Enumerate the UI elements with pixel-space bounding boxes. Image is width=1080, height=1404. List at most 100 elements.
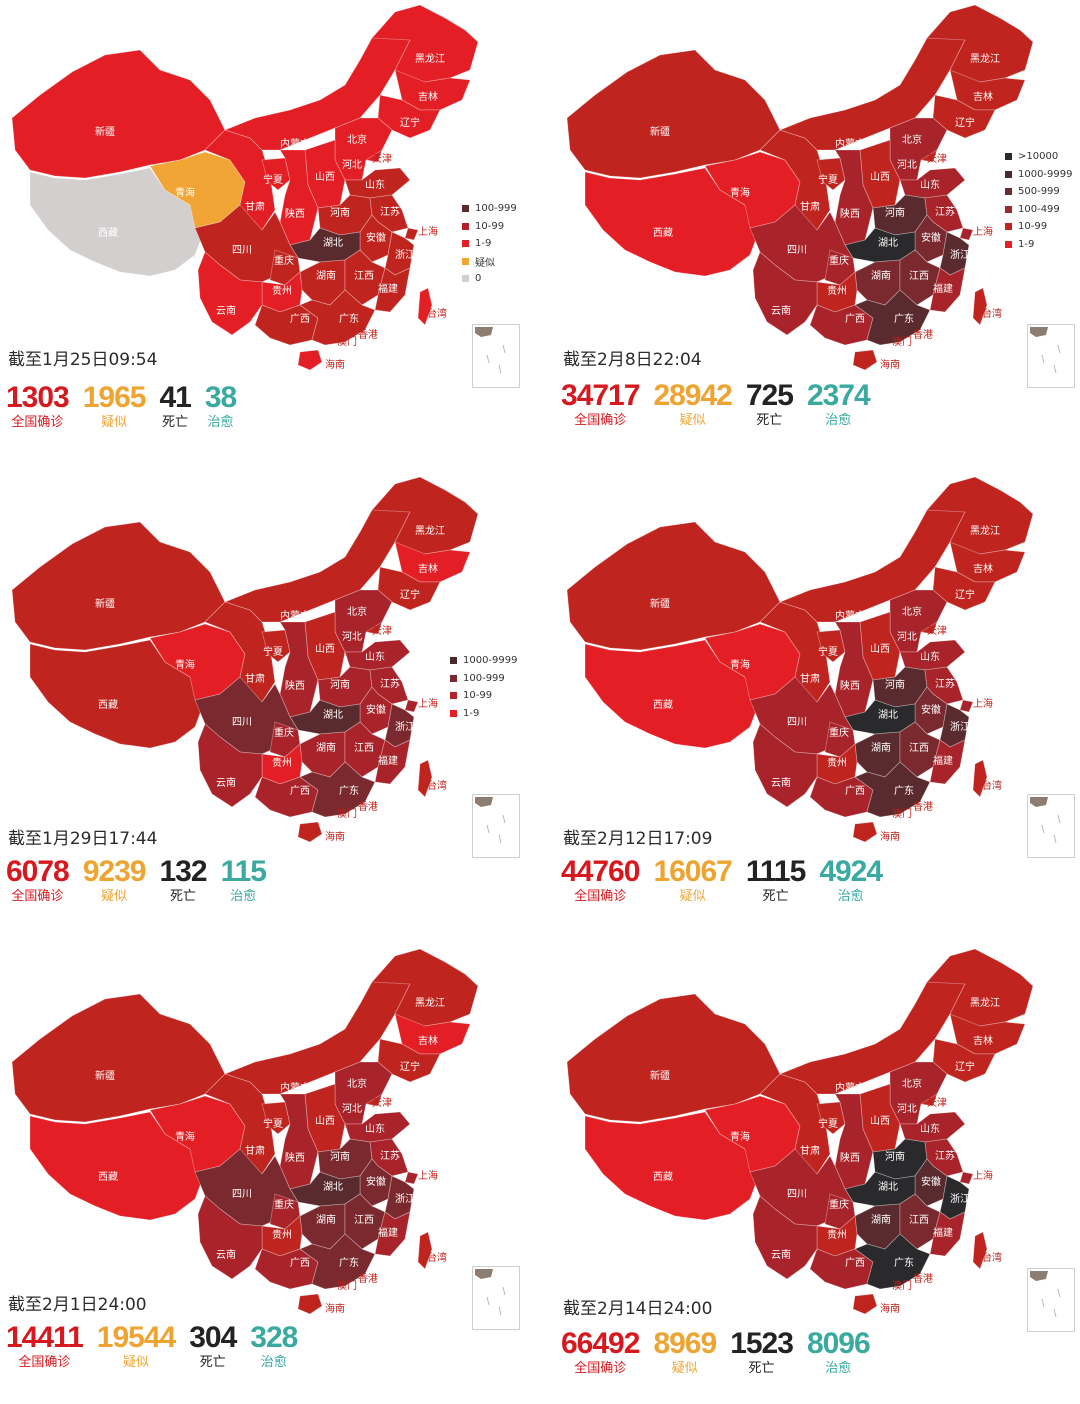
province-guizhou[interactable]: [816, 271, 858, 313]
province-fujian[interactable]: [374, 267, 411, 313]
province-label-guangxi: 广西: [290, 313, 310, 325]
province-xizang[interactable]: [29, 639, 206, 749]
legend-item: 500-999: [1005, 183, 1073, 201]
province-label-ningxia: 宁夏: [818, 1117, 838, 1130]
province-zhejiang[interactable]: [384, 1175, 415, 1220]
province-zhejiang[interactable]: [939, 231, 970, 276]
province-shanghai[interactable]: [404, 227, 419, 241]
stat-confirm-value: 1303: [6, 381, 70, 414]
province-hubei[interactable]: [844, 1171, 916, 1207]
province-guangdong[interactable]: [854, 289, 931, 346]
province-taiwan[interactable]: [972, 287, 988, 326]
province-guangdong[interactable]: [854, 761, 931, 818]
province-gansu[interactable]: [759, 1073, 831, 1175]
province-ningxia[interactable]: [816, 629, 846, 663]
legend-item: 疑似: [462, 253, 517, 271]
province-guizhou[interactable]: [816, 743, 858, 785]
province-ningxia[interactable]: [261, 629, 291, 663]
province-zhejiang[interactable]: [939, 1175, 970, 1220]
province-fujian[interactable]: [929, 1211, 966, 1257]
province-hainan[interactable]: [852, 349, 878, 371]
province-gansu[interactable]: [759, 601, 831, 703]
province-label-macau: 澳门: [892, 807, 912, 820]
province-label-shanxi: 山西: [315, 1115, 335, 1127]
province-fujian[interactable]: [374, 739, 411, 785]
stat-cured-value: 38: [204, 381, 237, 414]
province-taiwan[interactable]: [972, 759, 988, 798]
province-ningxia[interactable]: [816, 157, 846, 191]
province-xizang[interactable]: [29, 167, 206, 277]
province-label-jiangxi: 江西: [909, 1214, 929, 1226]
province-yunnan[interactable]: [752, 723, 818, 808]
province-shanghai[interactable]: [404, 1171, 419, 1185]
province-guizhou[interactable]: [261, 743, 303, 785]
province-guangdong[interactable]: [854, 1233, 931, 1290]
province-hainan[interactable]: [297, 349, 323, 371]
province-hubei[interactable]: [844, 227, 916, 263]
province-fujian[interactable]: [929, 739, 966, 785]
stat-confirm-label: 全国确诊: [574, 413, 627, 428]
province-xizang[interactable]: [584, 1111, 761, 1221]
province-taiwan[interactable]: [417, 287, 433, 326]
province-fujian[interactable]: [374, 1211, 411, 1257]
province-hainan[interactable]: [852, 821, 878, 843]
province-xizang[interactable]: [584, 639, 761, 749]
province-shanghai[interactable]: [959, 227, 974, 241]
stat-suspect-label: 疑似: [679, 889, 706, 904]
province-yunnan[interactable]: [197, 723, 263, 808]
legend-label: 100-499: [1018, 203, 1060, 215]
province-yunnan[interactable]: [197, 1195, 263, 1280]
province-label-xizang: 西藏: [98, 1171, 118, 1183]
province-xizang[interactable]: [584, 167, 761, 277]
province-guizhou[interactable]: [816, 1215, 858, 1257]
stat-death: 41 死亡: [160, 382, 192, 432]
province-label-hainan: 海南: [880, 1302, 900, 1315]
province-label-hubei: 湖北: [323, 237, 343, 249]
legend-swatch: [462, 205, 469, 213]
province-ningxia[interactable]: [261, 157, 291, 191]
province-label-taiwan: 台湾: [982, 307, 1002, 320]
province-shanghai[interactable]: [959, 699, 974, 713]
province-hubei[interactable]: [289, 1171, 361, 1207]
province-label-heilongjiang: 黑龙江: [970, 52, 1000, 65]
province-guizhou[interactable]: [261, 1215, 303, 1257]
province-gansu[interactable]: [204, 601, 276, 703]
province-ningxia[interactable]: [261, 1101, 291, 1135]
province-guizhou[interactable]: [261, 271, 303, 313]
province-label-hongkong: 香港: [913, 801, 933, 813]
province-label-fujian: 福建: [933, 282, 953, 295]
province-zhejiang[interactable]: [384, 231, 415, 276]
province-gansu[interactable]: [204, 1073, 276, 1175]
province-shanghai[interactable]: [959, 1171, 974, 1185]
province-hubei[interactable]: [289, 227, 361, 263]
province-taiwan[interactable]: [417, 759, 433, 798]
province-hainan[interactable]: [852, 1293, 878, 1315]
province-shanghai[interactable]: [404, 699, 419, 713]
province-yunnan[interactable]: [197, 251, 263, 336]
province-ningxia[interactable]: [816, 1101, 846, 1135]
stat-confirm-value: 34717: [561, 379, 640, 412]
province-guangdong[interactable]: [299, 289, 376, 346]
province-xizang[interactable]: [29, 1111, 206, 1221]
province-guangdong[interactable]: [299, 761, 376, 818]
province-label-shaanxi: 陕西: [285, 679, 305, 692]
province-zhejiang[interactable]: [384, 703, 415, 748]
province-taiwan[interactable]: [417, 1231, 433, 1270]
province-zhejiang[interactable]: [939, 703, 970, 748]
province-hainan[interactable]: [297, 821, 323, 843]
province-gansu[interactable]: [759, 129, 831, 231]
province-label-hebei: 河北: [897, 631, 917, 643]
province-guangdong[interactable]: [299, 1233, 376, 1290]
province-gansu[interactable]: [204, 129, 276, 231]
province-hubei[interactable]: [289, 699, 361, 735]
province-label-xinjiang: 新疆: [650, 1069, 670, 1082]
province-yunnan[interactable]: [752, 251, 818, 336]
province-taiwan[interactable]: [972, 1231, 988, 1270]
province-fujian[interactable]: [929, 267, 966, 313]
province-hubei[interactable]: [844, 699, 916, 735]
province-yunnan[interactable]: [752, 1195, 818, 1280]
timestamp-caption: 截至2月14日24:00: [563, 1299, 713, 1319]
province-hainan[interactable]: [297, 1293, 323, 1315]
